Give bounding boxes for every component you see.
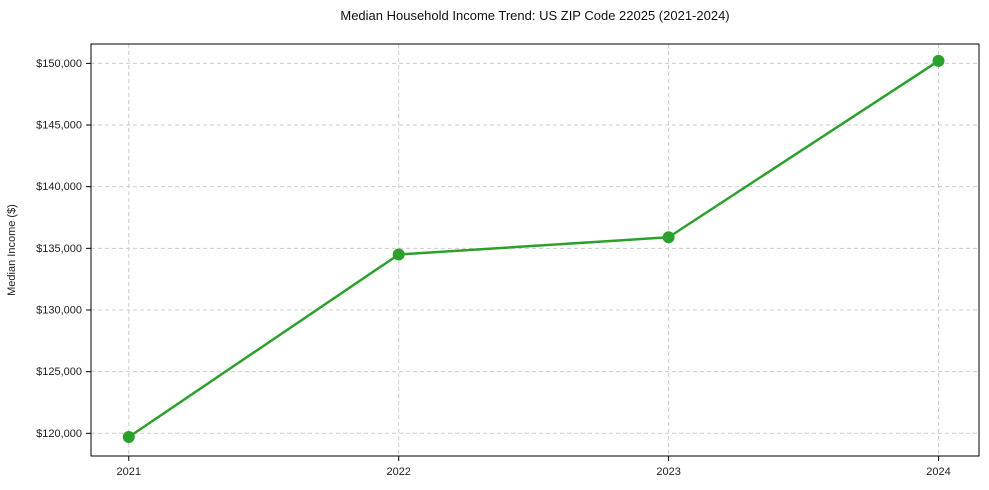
axis-ticks <box>86 62 940 461</box>
y-tick-label: $125,000 <box>36 366 82 378</box>
y-tick-label: $135,000 <box>36 243 82 255</box>
data-point <box>662 231 675 244</box>
x-tick-label: 2024 <box>926 466 950 478</box>
data-point <box>392 248 405 261</box>
y-tick-label: $145,000 <box>36 120 82 132</box>
plot-area-border <box>90 43 980 457</box>
y-tick-label: $120,000 <box>36 428 82 440</box>
chart-title: Median Household Income Trend: US ZIP Co… <box>340 8 730 23</box>
data-series <box>122 54 945 444</box>
data-point <box>932 54 945 67</box>
gridlines <box>91 44 979 456</box>
data-line <box>127 59 940 439</box>
axis-tick-labels: $120,000 $125,000 $130,000 $135,000 $140,000… <box>36 58 951 478</box>
x-tick-label: 2022 <box>386 466 410 478</box>
data-point <box>122 431 135 444</box>
y-tick-label: $150,000 <box>36 58 82 70</box>
y-tick-label: $130,000 <box>36 304 82 316</box>
y-tick-label: $140,000 <box>36 181 82 193</box>
x-tick-label: 2023 <box>656 466 680 478</box>
x-tick-label: 2021 <box>117 466 141 478</box>
y-axis-label: Median Income ($) <box>6 204 18 296</box>
